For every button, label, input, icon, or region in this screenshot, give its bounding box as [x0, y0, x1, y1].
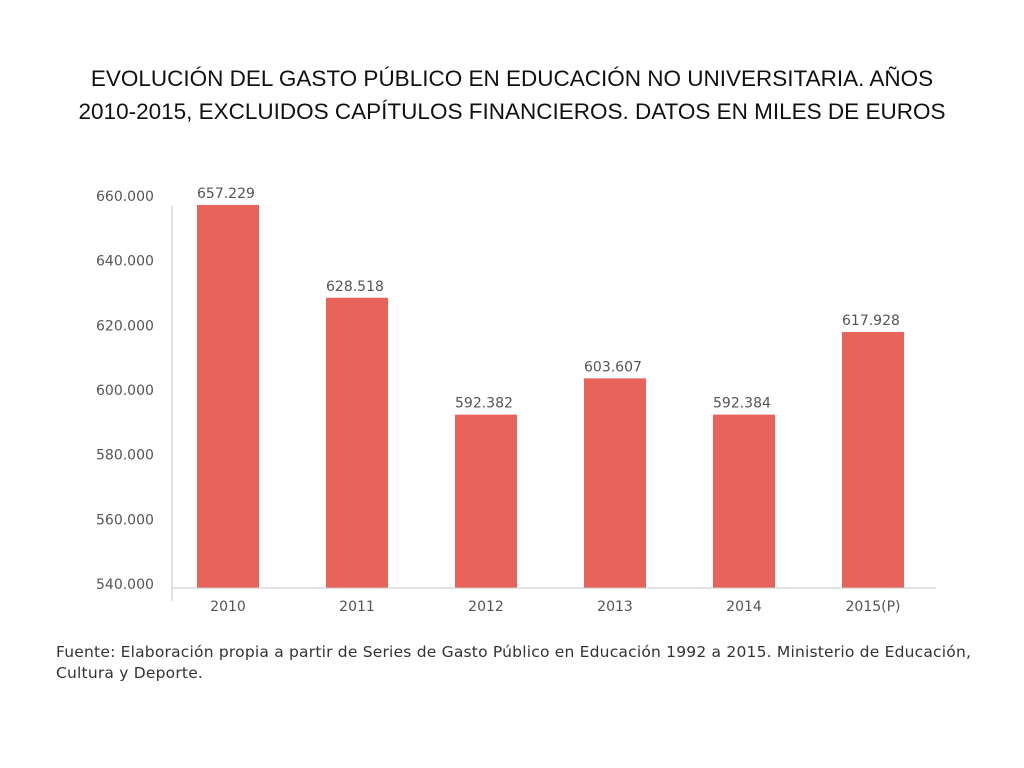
bar-chart: 540.000 560.000 580.000 600.000 620.000 640.0…: [96, 186, 936, 615]
chart-title-line-1: EVOLUCIÓN DEL GASTO PÚBLICO EN EDUCACIÓN…: [90, 66, 934, 91]
bar: [326, 297, 388, 588]
y-tick-label: 620.000: [96, 318, 154, 334]
bar: [584, 378, 646, 588]
x-axis: 2010 2011 2012 2013 2014 2015(P): [172, 587, 936, 615]
bar: [842, 332, 904, 588]
data-label: 603.607: [584, 359, 642, 375]
x-tick-label: 2011: [339, 599, 375, 615]
bar: [713, 414, 775, 588]
data-label: 628.518: [326, 279, 384, 295]
y-tick-label: 660.000: [96, 189, 154, 205]
bar: [197, 204, 259, 588]
y-tick-label: 560.000: [96, 512, 154, 528]
y-tick-label: 540.000: [96, 577, 154, 593]
x-tick-label: 2013: [597, 599, 633, 615]
data-label: 617.928: [842, 313, 900, 329]
data-label: 592.382: [455, 396, 513, 412]
data-label: 657.229: [197, 186, 255, 202]
x-tick-label: 2010: [210, 599, 246, 615]
data-label: 592.384: [713, 396, 771, 412]
y-tick-label: 640.000: [96, 254, 154, 270]
chart-title: EVOLUCIÓN DEL GASTO PÚBLICO EN EDUCACIÓN…: [0, 62, 1024, 128]
x-tick-label: 2012: [468, 599, 504, 615]
y-tick-label: 580.000: [96, 448, 154, 464]
x-tick-label: 2015(P): [846, 599, 901, 615]
bar: [455, 414, 517, 588]
y-axis: 540.000 560.000 580.000 600.000 620.000 640.0…: [96, 189, 173, 601]
bars: [197, 204, 904, 588]
x-tick-label: 2014: [726, 599, 762, 615]
source-note: Fuente: Elaboración propia a partir de S…: [56, 643, 972, 682]
y-tick-label: 600.000: [96, 383, 154, 399]
chart-title-line-2: 2010-2015, EXCLUIDOS CAPÍTULOS FINANCIER…: [78, 99, 946, 124]
data-labels: 657.229 628.518 592.382 603.607 592.384 617.9…: [197, 186, 900, 412]
